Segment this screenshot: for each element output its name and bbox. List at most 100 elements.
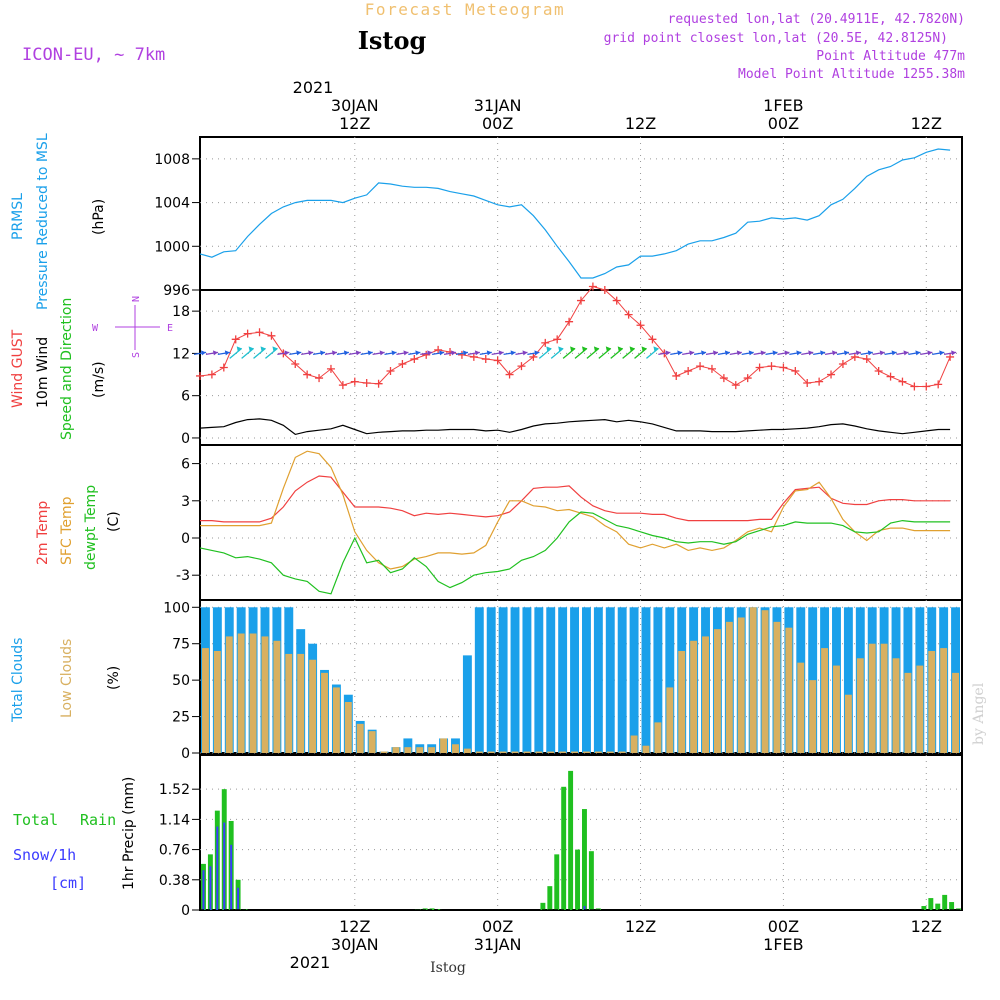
low-cloud-bar [761,610,769,753]
low-cloud-bar [261,636,269,753]
bottom-date-label: 30JAN [331,935,379,954]
low-cloud-bar [606,751,614,753]
wind-ytick-label: 12 [172,346,190,362]
gust-marker [303,370,312,379]
low-cloud-bar [809,680,817,753]
wind-direction-arrowhead [867,350,873,356]
wind-direction-arrowhead [367,350,373,356]
wind-direction-arrowhead [712,350,718,356]
sfc-temp-label: SFC Temp [59,496,75,565]
low-cloud-bar [928,651,936,753]
clouds-unit: (%) [106,666,122,690]
rain-bar [554,854,560,910]
temp-ytick-label: 0 [181,531,190,547]
wind-direction-arrowhead [891,350,897,356]
wind-direction-arrowhead [343,350,349,356]
low-cloud-bar [713,629,721,753]
low-cloud-bar [237,633,245,753]
low-cloud-bar [880,643,888,753]
wind-frame [199,289,963,446]
gust-marker [696,362,705,371]
rain-bar [949,902,955,910]
rain-bar [595,908,601,910]
wind-direction-arrowhead [248,346,254,352]
gust-marker [588,282,597,291]
low-cloud-bar [618,751,626,753]
wind-direction-arrowhead [903,350,909,356]
wind-direction-arrowhead [546,346,552,352]
low-cloud-bar [452,744,459,753]
low-cloud-bar [666,687,674,753]
precip-ytick-label: 0.76 [159,843,190,859]
wind-gust-series [199,285,951,387]
total-rain-label-total: Total [13,811,58,829]
wind-direction-arrowhead [308,350,314,356]
total-cloud-bar [605,607,615,753]
low-cloud-bar [583,751,590,753]
wind-direction-arrowhead [701,350,707,356]
total-cloud-bar [665,607,675,753]
bottom-year: 2021 [290,953,331,972]
wind-direction-arrowhead [677,350,683,356]
bottom-hour-label: 12Z [911,917,942,936]
gust-marker [815,377,824,386]
wind-direction-arrow [586,347,600,359]
low-cloud-bar [785,627,793,753]
top-date-labels: 30JAN31JAN1FEB2FEB [331,96,804,115]
wind-direction-arrowhead [331,350,337,356]
temp-ytick-label: 6 [181,457,190,473]
wind-direction-arrowhead [641,346,647,352]
rain-bar [942,894,948,910]
compass-icon: N S W E [92,296,173,358]
gust-marker [922,382,931,391]
wind-direction-arrowhead [665,350,671,356]
gust-marker [326,364,335,373]
top-hour-labels: 12Z00Z12Z00Z12Z00Z [339,114,942,133]
total-cloud-bar [510,607,520,753]
wind-panel: 0 6 12 18 [172,282,963,447]
footer-station: Istog [430,960,466,976]
rain-bar [422,908,428,910]
clouds-ytick-label: 75 [172,637,190,653]
wind-direction-arrowhead [772,350,778,356]
total-cloud-bar [498,607,508,753]
wind-ytick-label: 6 [181,389,190,405]
wind-direction-arrowhead [224,350,230,356]
wind-direction-arrowhead [296,350,302,356]
pressure-ytick-label: 1004 [154,196,190,212]
wind-direction-arrowhead [593,346,599,352]
wind-direction-arrowhead [236,346,242,352]
snow-bar [230,844,233,910]
clouds-ytick-label: 100 [163,600,190,616]
product-title: Forecast Meteogram [365,0,565,19]
bottom-hour-labels: 12Z00Z12Z00Z12Z00Z [339,917,942,936]
gust-marker [624,310,633,319]
clouds-panel: 0 25 50 75 100 [163,599,963,762]
bottom-hour-label: 00Z [768,917,799,936]
low-cloud-bar [654,722,662,753]
gust-marker [827,370,836,379]
rain-bar [547,886,553,910]
gust-marker [838,359,847,368]
wind-direction-arrow [622,347,636,359]
low-cloud-bar [690,640,698,753]
gust-marker [410,355,419,364]
total-cloud-bar [522,607,532,753]
wind-direction-arrowhead [427,350,433,356]
low-cloud-bar [392,747,400,753]
wind-direction-arrowhead [462,350,468,356]
low-cloud-bar [952,672,959,753]
clouds-ytick-label: 25 [172,710,190,726]
wind-direction-arrowhead [486,350,492,356]
gust-marker [850,352,859,361]
wind-ytick-label: 18 [172,304,190,320]
low-cloud-bar [475,751,483,753]
gust-marker [196,371,204,380]
low-cloud-bar [725,621,733,753]
wind-direction-arrowhead [724,350,730,356]
low-cloud-bar [737,617,745,753]
gust-marker [505,370,514,379]
bottom-hour-label: 00Z [482,917,513,936]
gust-label: Wind GUST [10,329,26,408]
